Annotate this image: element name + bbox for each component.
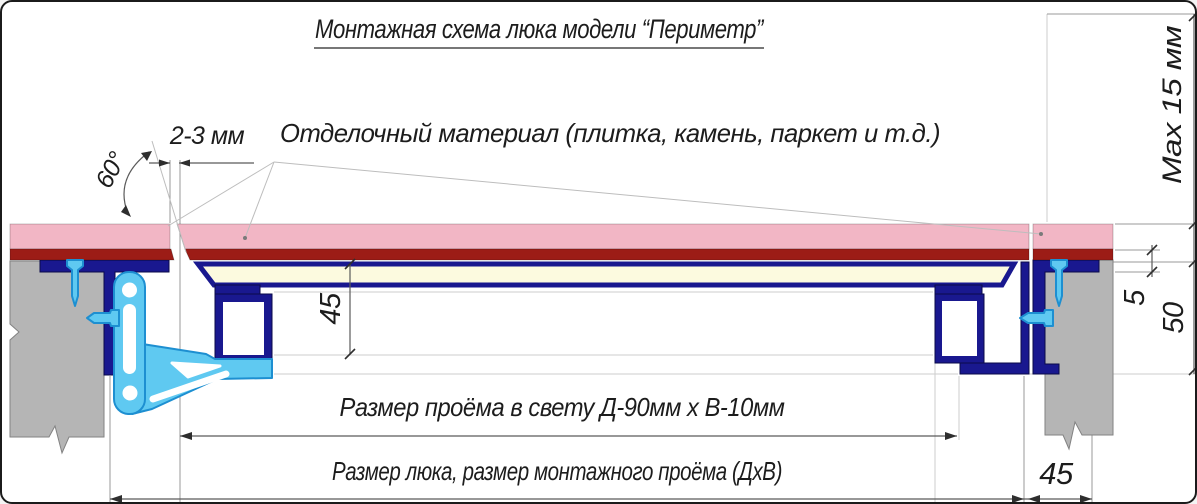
screws xyxy=(66,259,1068,327)
annotation-texts: Монтажная схема люка модели “Периметр” О… xyxy=(90,14,1190,491)
finishing-leader-lines xyxy=(167,161,1043,240)
lid-panel xyxy=(192,261,1019,288)
screw-horizontal-left xyxy=(86,309,120,327)
frame-profile-right xyxy=(1032,259,1100,375)
clear-opening-dimension-lines xyxy=(180,432,957,440)
max-height-dimension-label: Max 15 мм xyxy=(1157,26,1187,184)
gap-dimension-label: 2-3 мм xyxy=(169,122,245,150)
screw-vertical-left xyxy=(66,259,84,307)
page-title: Монтажная схема люка модели “Периметр” xyxy=(315,14,764,44)
lid-structure xyxy=(214,261,1030,375)
finishing-fixed-left xyxy=(9,223,175,261)
construction-lines xyxy=(109,13,1195,502)
step-dimension-label: 5 xyxy=(1119,289,1151,306)
hatch-size-dimension-lines xyxy=(110,495,1092,502)
lid-depth-dimension-lines xyxy=(344,258,356,360)
lid-depth-dimension-label: 45 xyxy=(315,292,347,325)
right-dimension-column xyxy=(1146,13,1195,376)
concrete-slab-left xyxy=(9,260,105,455)
angle-annotation xyxy=(121,140,187,253)
finishing-material-label: Отделочный материал (плитка, камень, пар… xyxy=(280,118,940,148)
gap-dimension-lines xyxy=(149,159,254,167)
screw-vertical-right xyxy=(1050,259,1068,307)
angle-dimension-label: 60° xyxy=(90,147,132,193)
finishing-fixed-right xyxy=(1032,223,1114,261)
frame-width-dimension-label: 45 xyxy=(1039,456,1074,491)
frame-height-dimension-label: 50 xyxy=(1158,302,1190,334)
hatch-size-dimension-label: Размер люка, размер монтажного проёма (Д… xyxy=(332,456,782,486)
clear-opening-dimension-label: Размер проёма в свету Д-90мм х В-10мм xyxy=(340,392,786,422)
screw-horizontal-right xyxy=(1019,309,1054,327)
finishing-lid xyxy=(176,223,1030,261)
hinge-mechanism xyxy=(113,271,273,415)
